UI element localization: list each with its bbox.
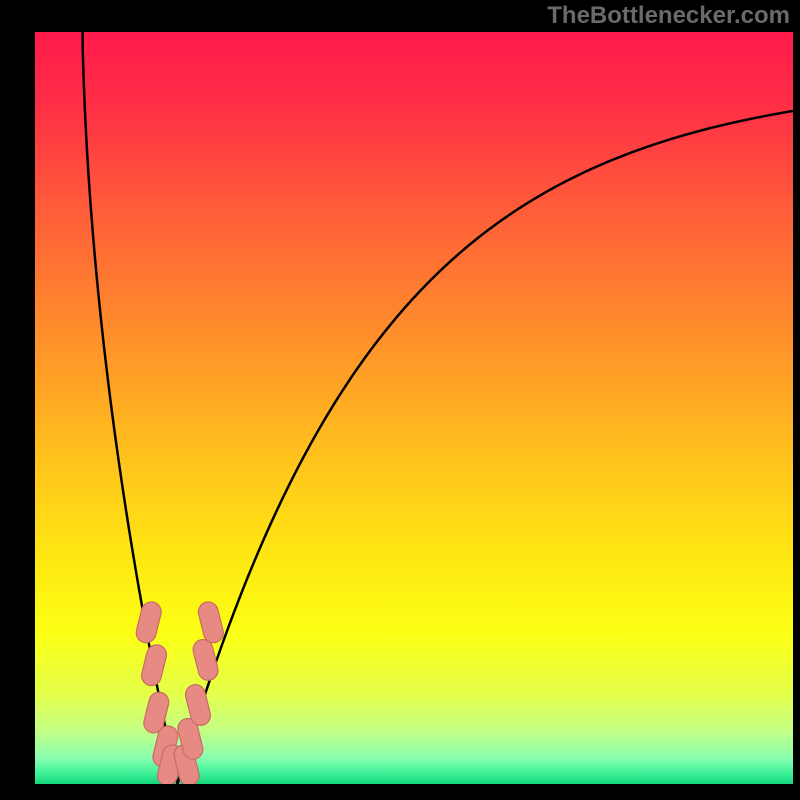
curve-marker <box>134 600 163 645</box>
bottleneck-curve <box>82 32 793 784</box>
chart-container: TheBottlenecker.com <box>0 0 800 800</box>
curve-marker <box>196 600 225 645</box>
plot-area <box>35 32 793 784</box>
chart-svg <box>35 32 793 784</box>
curve-marker <box>191 637 220 682</box>
curve-marker <box>139 643 168 688</box>
watermark-text: TheBottlenecker.com <box>547 2 790 30</box>
